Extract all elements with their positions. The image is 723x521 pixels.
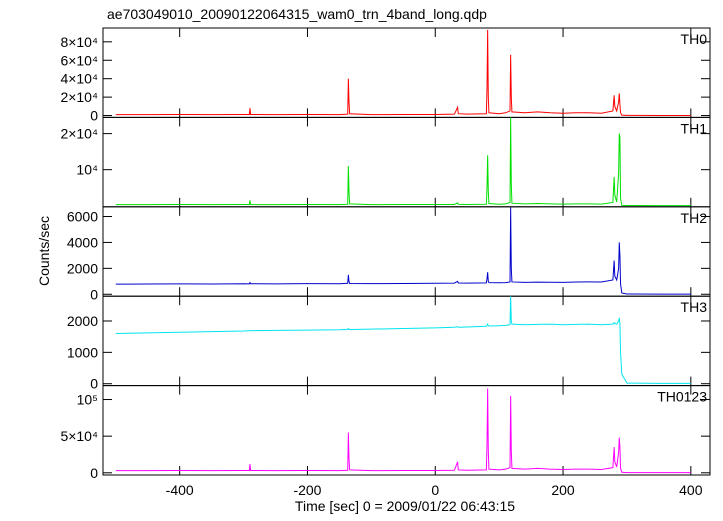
- y-tick-label: 5×10⁴: [60, 428, 98, 444]
- panel-frame: [102, 295, 711, 387]
- panel-frame: [102, 385, 711, 476]
- x-tick-label: 200: [551, 482, 575, 498]
- panel-label: TH3: [681, 299, 708, 315]
- x-tick-label: -200: [293, 482, 321, 498]
- light-curve: [115, 207, 691, 295]
- y-tick-label: 0: [90, 108, 98, 124]
- chart-title: ae703049010_20090122064315_wam0_trn_4ban…: [107, 6, 487, 22]
- y-tick-label: 0: [90, 286, 98, 302]
- y-tick-label: 0: [90, 376, 98, 392]
- y-tick-label: 4000: [67, 234, 98, 250]
- y-tick-label: 2×10⁴: [60, 126, 98, 142]
- y-tick-label: 8×10⁴: [60, 34, 98, 50]
- y-tick-label: 6×10⁴: [60, 52, 98, 68]
- x-tick-label: 400: [679, 482, 703, 498]
- panel-label: TH0123: [657, 389, 707, 405]
- panel-label: TH0: [681, 31, 708, 47]
- panel-frame: [102, 27, 711, 118]
- y-axis-label: Counts/sec: [36, 216, 52, 286]
- panel-label: TH1: [681, 120, 708, 136]
- y-tick-label: 2000: [67, 260, 98, 276]
- light-curve: [115, 388, 691, 474]
- y-tick-label: 6000: [67, 209, 98, 225]
- y-tick-label: 4×10⁴: [60, 71, 98, 87]
- y-tick-label: 0: [90, 465, 98, 481]
- light-curve: [115, 117, 691, 207]
- y-tick-label: 1000: [67, 344, 98, 360]
- x-tick-label: -400: [166, 482, 194, 498]
- x-tick-label: 0: [431, 482, 439, 498]
- light-curve: [115, 296, 691, 384]
- panel-label: TH2: [681, 210, 708, 226]
- y-tick-label: 10⁴: [76, 162, 98, 178]
- y-tick-label: 2000: [67, 313, 98, 329]
- x-axis-label: Time [sec] 0 = 2009/01/22 06:43:15: [295, 498, 515, 514]
- light-curve: [115, 29, 691, 116]
- y-tick-label: 2×10⁴: [60, 89, 98, 105]
- y-tick-label: 10⁵: [77, 392, 98, 408]
